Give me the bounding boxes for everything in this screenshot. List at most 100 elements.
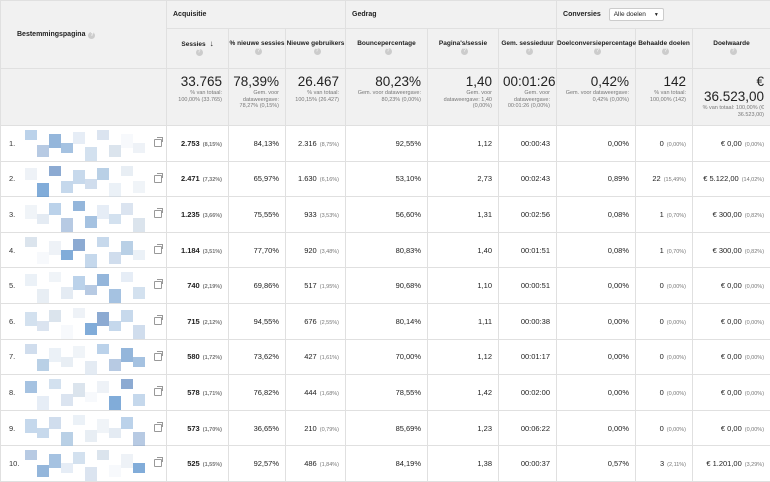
column-header-3[interactable]: Bouncepercentage? [346,29,428,69]
landing-page-cell[interactable]: 2. [1,161,167,197]
metric-cell: 1,10 [428,268,499,304]
blurred-page-url[interactable] [25,166,149,194]
external-link-icon[interactable] [154,317,162,325]
help-icon[interactable]: ? [662,48,669,55]
metric-cell: 0,08% [557,197,636,233]
metric-cell: 0(0,00%) [636,126,693,162]
metric-cell: 1(0,70%) [636,197,693,233]
help-icon[interactable]: ? [196,49,203,56]
metric-cell: 0,57% [557,446,636,482]
metric-cell: 00:00:38 [499,303,557,339]
conversies-group: Conversies Alle doelen▼ [557,1,770,29]
total-note: % van totaal: 100,00% (33.765) [171,90,222,103]
total-value: 80,23% [350,74,421,89]
blurred-page-url[interactable] [25,272,149,300]
help-icon[interactable]: ? [88,32,95,39]
metric-cell: 00:01:51 [499,232,557,268]
landing-page-cell[interactable]: 3. [1,197,167,233]
table-row[interactable]: 3.1.235(3,66%)75,55%933(3,53%)56,60%1,31… [1,197,770,233]
landing-page-header[interactable]: Bestemmingspagina? [1,1,167,69]
help-icon[interactable]: ? [594,48,601,55]
metric-cell: 0,00% [557,339,636,375]
column-header-0[interactable]: Sessies↓? [167,29,229,69]
metric-cell: 2.471(7,32%) [167,161,229,197]
column-header-6[interactable]: Doelconversiepercentage? [557,29,636,69]
table-row[interactable]: 4.1.184(3,51%)77,70%920(3,48%)80,83%1,40… [1,232,770,268]
metric-cell: 1,40 [428,232,499,268]
metric-cell: 76,82% [229,375,286,411]
blurred-page-url[interactable] [25,201,149,229]
metric-cell: 3(2,11%) [636,446,693,482]
metric-cell: 36,65% [229,410,286,446]
metric-cell: € 300,00(0,82%) [693,197,770,233]
external-link-icon[interactable] [154,139,162,147]
landing-page-cell[interactable]: 8. [1,375,167,411]
metric-cell: 1,31 [428,197,499,233]
landing-page-cell[interactable]: 4. [1,232,167,268]
metric-cell: 1,38 [428,446,499,482]
column-header-4[interactable]: Pagina's/sessie? [428,29,499,69]
column-header-8[interactable]: Doelwaarde? [693,29,770,69]
metric-cell: 920(3,48%) [286,232,346,268]
column-header-5[interactable]: Gem. sessieduur? [499,29,557,69]
landing-page-cell[interactable]: 10. [1,446,167,482]
landing-page-cell[interactable]: 1. [1,126,167,162]
metric-cell: 78,55% [346,375,428,411]
metric-cell: 00:02:43 [499,161,557,197]
metric-cell: 0,08% [557,232,636,268]
external-link-icon[interactable] [154,459,162,467]
metric-cell: € 0,00(0,00%) [693,410,770,446]
blurred-page-url[interactable] [25,379,149,407]
external-link-icon[interactable] [154,353,162,361]
help-icon[interactable]: ? [730,48,737,55]
goal-select[interactable]: Alle doelen▼ [609,8,664,21]
metric-cell: 00:02:56 [499,197,557,233]
help-icon[interactable]: ? [385,48,392,55]
help-icon[interactable]: ? [461,48,468,55]
blurred-page-url[interactable] [25,237,149,265]
landing-page-cell[interactable]: 7. [1,339,167,375]
table-row[interactable]: 1.2.753(8,15%)84,13%2.316(8,75%)92,55%1,… [1,126,770,162]
landing-page-cell[interactable]: 9. [1,410,167,446]
external-link-icon[interactable] [154,388,162,396]
metric-cell: 84,19% [346,446,428,482]
table-row[interactable]: 2.2.471(7,32%)65,97%1.630(6,16%)53,10%2,… [1,161,770,197]
help-icon[interactable]: ? [255,48,262,55]
blurred-page-url[interactable] [25,308,149,336]
external-link-icon[interactable] [154,246,162,254]
metric-cell: 70,00% [346,339,428,375]
metric-cell: 56,60% [346,197,428,233]
metric-cell: 715(2,12%) [167,303,229,339]
blurred-page-url[interactable] [25,130,149,158]
external-link-icon[interactable] [154,281,162,289]
metric-cell: 00:06:22 [499,410,557,446]
external-link-icon[interactable] [154,210,162,218]
sort-desc-icon[interactable]: ↓ [210,39,214,48]
total-value: 33.765 [171,74,222,89]
metric-cell: 00:00:37 [499,446,557,482]
external-link-icon[interactable] [154,424,162,432]
metric-cell: 00:01:17 [499,339,557,375]
chevron-down-icon: ▼ [654,12,659,18]
external-link-icon[interactable] [154,175,162,183]
column-header-1[interactable]: % nieuwe sessies? [229,29,286,69]
column-header-2[interactable]: Nieuwe gebruikers? [286,29,346,69]
blurred-page-url[interactable] [25,450,149,478]
metric-cell: € 0,00(0,00%) [693,375,770,411]
blurred-page-url[interactable] [25,344,149,372]
blurred-page-url[interactable] [25,415,149,443]
metric-cell: 1,12 [428,339,499,375]
landing-page-cell[interactable]: 6. [1,303,167,339]
help-icon[interactable]: ? [314,48,321,55]
column-header-7[interactable]: Behaalde doelen? [636,29,693,69]
landing-page-cell[interactable]: 5. [1,268,167,304]
metric-cell: 0,00% [557,126,636,162]
help-icon[interactable]: ? [526,48,533,55]
metric-cell: 00:00:51 [499,268,557,304]
